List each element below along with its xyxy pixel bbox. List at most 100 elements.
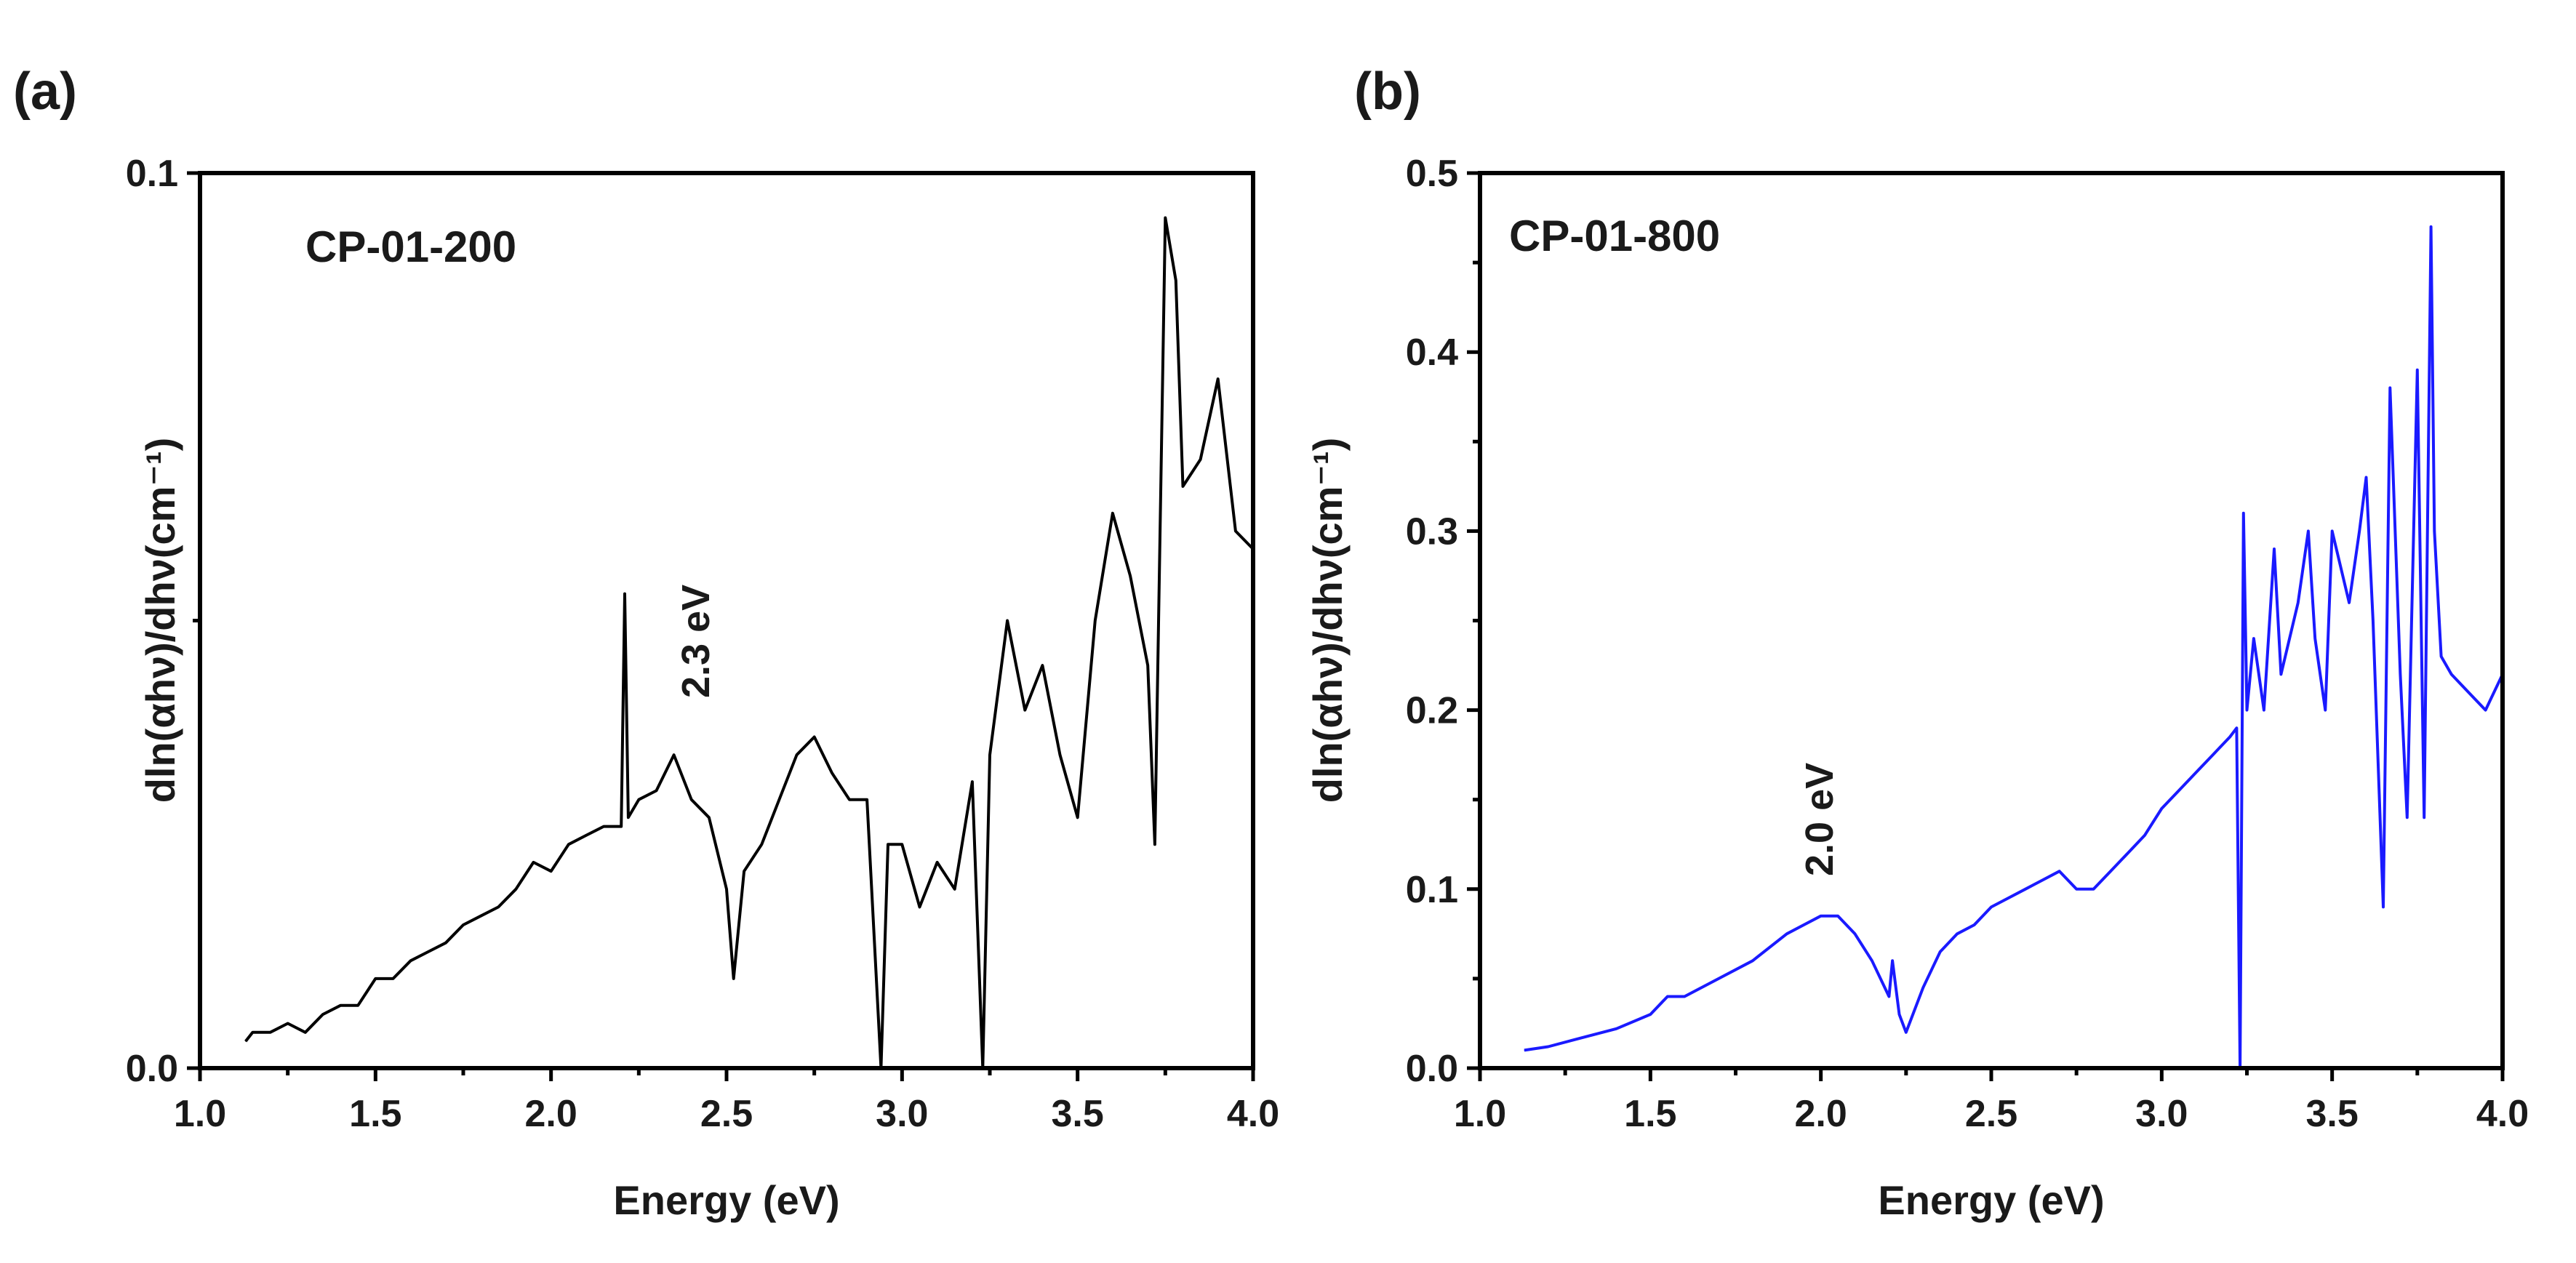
data-point-b-26	[2041, 880, 2043, 881]
data-point-b-51	[2348, 602, 2350, 604]
sample-label-a: CP-01-200	[305, 222, 516, 271]
x-tick-label-a-1: 1.5	[349, 1093, 401, 1135]
data-point-a-12	[445, 942, 447, 944]
panel-a: (a) 1.0 1.5 2.0 2.5 3.0 3.5 4.0 0.0 0.1 CP-01-20…	[13, 63, 1279, 1223]
plot-area-a: 1.0 1.5 2.0 2.5 3.0 3.5 4.0 0.0 0.1	[126, 153, 1279, 1135]
data-point-b-5	[1667, 996, 1668, 997]
data-point-b-31	[2127, 853, 2128, 854]
data-point-a-34	[778, 799, 780, 801]
panel-letter-b: (b)	[1354, 63, 1421, 121]
data-point-a-39	[866, 799, 868, 801]
y-tick-label-b-4: 0.4	[1406, 332, 1458, 374]
y-tick-label-b-5: 0.5	[1406, 153, 1458, 195]
data-point-b-57	[2399, 673, 2401, 675]
data-point-b-54	[2372, 620, 2374, 621]
data-point-a-64	[1235, 530, 1236, 532]
x-tick-label-b-3: 2.5	[1965, 1093, 2017, 1135]
y-tick-label-a-0: 0.0	[126, 1048, 178, 1090]
y-tick-label-b-0: 0.0	[1406, 1048, 1458, 1090]
x-tick-label-b-1: 1.5	[1624, 1093, 1676, 1135]
data-point-a-62	[1200, 459, 1201, 460]
y-tick-label-b-1: 0.1	[1406, 869, 1458, 911]
data-point-a-0	[245, 1041, 247, 1042]
plot-frame-b	[1478, 171, 2505, 1070]
data-point-a-3	[287, 1023, 289, 1024]
data-point-a-1	[252, 1032, 253, 1033]
data-point-b-12	[1837, 915, 1839, 917]
y-tick-label-a-1: 0.1	[126, 153, 178, 195]
data-point-a-8	[375, 978, 376, 979]
y-tick-label-b-2: 0.2	[1406, 690, 1458, 732]
data-point-a-22	[620, 826, 622, 827]
data-point-a-37	[831, 772, 833, 774]
data-point-b-24	[2007, 897, 2009, 899]
data-point-a-6	[340, 1005, 341, 1006]
data-point-b-4	[1649, 1014, 1651, 1015]
data-point-b-27	[2059, 870, 2060, 872]
panel-b: (b) 1.0 1.5 2.0 2.5 3.0 3.5 4.0 0.0 0.1 0.2 0.3 0.4…	[1305, 63, 2529, 1223]
data-point-a-42	[901, 843, 903, 845]
data-point-a-31	[733, 978, 735, 979]
data-point-b-3	[1616, 1028, 1617, 1030]
data-point-b-62	[2433, 530, 2435, 532]
data-point-b-17	[1899, 1014, 1900, 1015]
data-point-a-19	[568, 843, 569, 845]
data-point-b-44	[2273, 548, 2275, 550]
sample-label-b: CP-01-800	[1509, 212, 1720, 260]
data-point-a-33	[761, 843, 762, 845]
data-point-a-2	[270, 1032, 271, 1033]
x-tick-label-b-4: 3.0	[2135, 1093, 2188, 1135]
series-line-a-0	[244, 216, 1255, 1070]
data-point-b-48	[2314, 638, 2316, 639]
annotation-a: 2.3 eV	[674, 585, 718, 698]
data-point-a-5	[322, 1014, 324, 1015]
data-point-a-51	[1041, 665, 1043, 666]
data-point-b-64	[2451, 673, 2452, 675]
data-point-b-52	[2359, 530, 2360, 532]
data-point-b-18	[1905, 1032, 1907, 1033]
data-point-b-46	[2297, 602, 2299, 604]
plot-frame-a	[198, 171, 1255, 1070]
x-tick-label-a-2: 2.0	[525, 1093, 577, 1135]
y-tick-label-b-3: 0.3	[1406, 510, 1458, 553]
x-tick-label-b-2: 2.0	[1795, 1093, 1847, 1135]
x-axis-title-a: Energy (eV)	[613, 1177, 839, 1223]
data-point-b-11	[1820, 915, 1822, 917]
series-line-b-0	[1524, 225, 2504, 1070]
data-point-b-22	[1974, 924, 1975, 926]
x-tick-label-a-4: 3.0	[876, 1093, 928, 1135]
x-tick-label-a-3: 2.5	[700, 1093, 753, 1135]
data-point-b-60	[2423, 817, 2425, 818]
data-point-a-28	[691, 799, 692, 801]
data-point-a-29	[708, 817, 710, 818]
data-point-a-13	[463, 924, 464, 926]
x-tick-label-b-0: 1.0	[1454, 1093, 1506, 1135]
data-point-b-53	[2366, 477, 2367, 478]
x-tick-label-b-5: 3.5	[2306, 1093, 2359, 1135]
data-point-a-56	[1129, 575, 1131, 577]
x-tick-label-a-5: 3.5	[1052, 1093, 1104, 1135]
data-point-b-6	[1684, 996, 1685, 997]
data-point-a-53	[1077, 817, 1079, 818]
data-point-a-49	[1007, 620, 1008, 621]
data-point-b-19	[1922, 987, 1924, 988]
data-point-a-59	[1164, 217, 1166, 218]
data-point-b-42	[2253, 638, 2255, 639]
plot-area-b: 1.0 1.5 2.0 2.5 3.0 3.5 4.0 0.0 0.1 0.2 0.3 0.4 0.5	[1406, 153, 2529, 1135]
data-point-a-63	[1217, 378, 1219, 380]
x-axis-title-b: Energy (eV)	[1878, 1177, 2104, 1223]
x-tick-label-b-6: 4.0	[2476, 1093, 2529, 1135]
x-tick-label-a-6: 4.0	[1227, 1093, 1279, 1135]
y-axis-title-a: dln(αhν)/dhν(cm⁻¹)	[137, 438, 183, 803]
data-point-a-7	[357, 1005, 359, 1006]
data-point-a-26	[656, 790, 657, 791]
data-point-a-58	[1154, 843, 1156, 845]
data-point-a-41	[887, 843, 889, 845]
data-point-a-32	[743, 870, 745, 872]
data-point-a-60	[1175, 280, 1177, 281]
data-point-b-65	[2468, 691, 2469, 693]
data-point-b-34	[2178, 790, 2180, 791]
x-tick-label-a-0: 1.0	[174, 1093, 226, 1135]
y-axis-title-b: dln(αhν)/dhν(cm⁻¹)	[1305, 438, 1351, 803]
